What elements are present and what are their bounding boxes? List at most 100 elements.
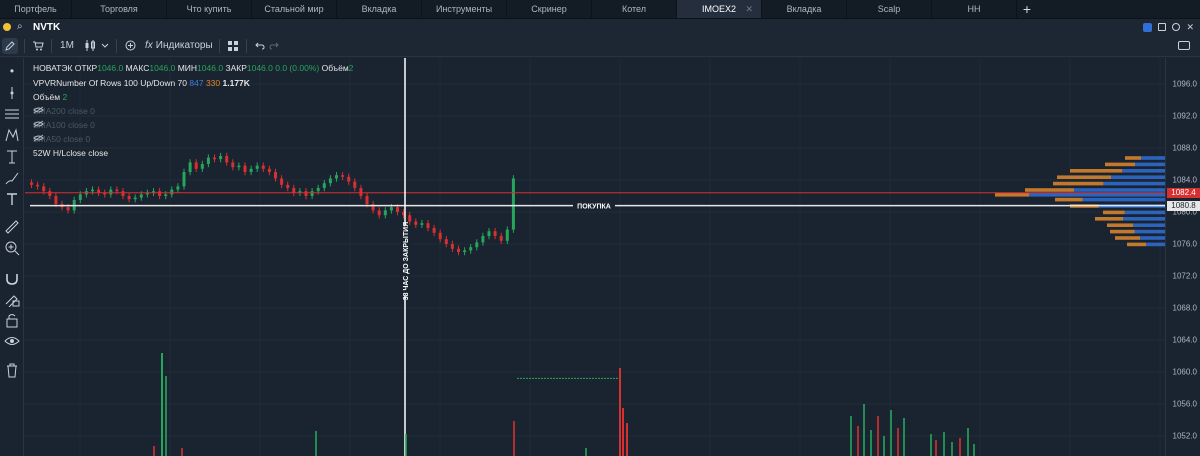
candle-body xyxy=(249,168,253,172)
candle-body xyxy=(42,186,46,192)
ema50-legend[interactable]: EMA50 close 0 xyxy=(33,134,94,144)
time-marker-label: 38 ЧАС ДО ЗАКРЫТИЯ xyxy=(403,222,410,300)
candle-body xyxy=(237,165,241,168)
settings-icon[interactable] xyxy=(1172,23,1181,31)
volume-profile-down-bar xyxy=(1110,229,1135,234)
candle-body xyxy=(414,221,418,225)
candle-body xyxy=(432,228,436,233)
volume-profile-down-bar xyxy=(1070,169,1123,173)
volume-profile-up-bar xyxy=(1122,169,1165,173)
volume-bar xyxy=(959,438,961,456)
trash-icon[interactable] xyxy=(4,362,20,378)
toolbar-divider xyxy=(245,38,247,53)
chevron-down-icon[interactable] xyxy=(100,37,110,55)
pencil-icon[interactable] xyxy=(2,37,18,54)
magnet-icon[interactable] xyxy=(4,270,20,286)
volume-bar xyxy=(857,426,859,456)
hl-legend[interactable]: 52W H/Lclose close xyxy=(33,148,108,158)
tab-bar: Портфель Торговля Что купить Стальной мир Вк… xyxy=(0,0,1200,19)
volume-value: 2 xyxy=(348,63,354,73)
ema100-legend[interactable]: EMA100 close 0 xyxy=(33,120,99,130)
cart-icon[interactable] xyxy=(31,37,45,55)
text-cursor-icon[interactable] xyxy=(4,149,20,165)
close-tab-icon[interactable]: ✕ xyxy=(745,3,753,14)
candle-body xyxy=(139,194,143,198)
tab-5[interactable]: Инструменты xyxy=(422,0,507,18)
status-dot-icon xyxy=(3,23,11,31)
vpvr-legend[interactable]: VPVRNumber Of Rows 100 Up/Down 70 847 33… xyxy=(33,78,250,88)
candle-body xyxy=(457,248,460,252)
fx-icon: fx xyxy=(145,40,153,51)
close-icon[interactable]: ✕ xyxy=(1186,22,1194,32)
tab-label: Торговля xyxy=(100,4,138,14)
volume-indicator-value: 2 xyxy=(62,92,68,102)
candle-body xyxy=(511,178,515,230)
volume-legend[interactable]: Объём 2 xyxy=(33,92,67,102)
candle-body xyxy=(66,207,70,211)
trend-line-icon[interactable] xyxy=(4,85,20,101)
price-chart[interactable]: ПОКУПКА 38 ЧАС ДО ЗАКРЫТИЯ НОВАТЭК ОТКР10… xyxy=(25,58,1165,456)
candle-body xyxy=(109,189,113,195)
tab-7[interactable]: Котел xyxy=(592,0,677,18)
volume-bar xyxy=(585,448,587,456)
indicators-button[interactable]: fx Индикаторы xyxy=(145,37,213,55)
vpvr-total-value: 1.177K xyxy=(222,78,250,88)
chart-canvas[interactable]: ПОКУПКА 38 ЧАС ДО ЗАКРЫТИЯ xyxy=(25,58,1165,456)
tab-9[interactable]: Вкладка xyxy=(762,0,847,18)
tab-label: Стальной мир xyxy=(264,4,324,14)
volume-profile-up-bar xyxy=(1111,175,1165,179)
buy-line-label: ПОКУПКА xyxy=(577,204,611,211)
candle-body xyxy=(335,175,338,179)
timeframe-button[interactable]: 1M xyxy=(60,40,74,51)
tab-2[interactable]: Что купить xyxy=(167,0,252,18)
layout-grid-icon[interactable] xyxy=(226,37,240,55)
add-circle-icon[interactable] xyxy=(123,37,137,55)
brush-icon[interactable] xyxy=(4,170,20,186)
tab-6[interactable]: Скринер xyxy=(507,0,592,18)
candle-body xyxy=(225,156,229,163)
lock-drawings-icon[interactable] xyxy=(4,291,20,308)
tab-8[interactable]: IMOEX2 ✕ xyxy=(677,0,762,18)
undo-icon[interactable] xyxy=(253,37,267,55)
maximize-icon[interactable] xyxy=(1158,23,1167,31)
candle-body xyxy=(243,165,247,172)
horizontal-lines-icon[interactable] xyxy=(4,106,20,122)
tab-11[interactable]: НН xyxy=(932,0,1017,18)
eye-icon[interactable] xyxy=(4,333,20,349)
indicators-label: Индикаторы xyxy=(155,40,213,51)
redo-icon[interactable] xyxy=(267,37,281,55)
ema200-legend[interactable]: EMA200 close 0 xyxy=(33,106,99,116)
tab-10[interactable]: Scalp xyxy=(847,0,932,18)
tab-1[interactable]: Торговля xyxy=(72,0,167,18)
search-icon[interactable]: ⌕ xyxy=(17,21,23,32)
tab-3[interactable]: Стальной мир xyxy=(252,0,337,18)
tab-label: IMOEX2 xyxy=(701,4,736,14)
tab-4[interactable]: Вкладка xyxy=(337,0,422,18)
crosshair-dot-icon[interactable]: • xyxy=(9,64,15,78)
ema200-label: EMA200 close 0 xyxy=(33,106,95,116)
candles-icon[interactable] xyxy=(82,37,98,55)
price-axis[interactable]: 1096.0 1092.0 1088.0 1084.0 1080.0 1076.0 1072… xyxy=(1165,58,1200,456)
lock-icon[interactable] xyxy=(4,312,20,328)
camera-icon[interactable] xyxy=(1178,41,1190,50)
pattern-icon[interactable] xyxy=(4,127,20,143)
candle-body xyxy=(402,212,406,216)
zoom-in-icon[interactable] xyxy=(4,240,20,256)
link-icon[interactable] xyxy=(1143,22,1153,32)
volume-bar xyxy=(930,434,932,456)
candle-body xyxy=(493,231,497,236)
ticker-input[interactable]: NVTK xyxy=(33,21,61,33)
vpvr-down-value: 330 xyxy=(205,78,221,88)
volume-profile-up-bar xyxy=(1124,210,1165,215)
candle-body xyxy=(322,183,326,188)
volume-bar xyxy=(513,421,515,456)
volume-profile-down-bar xyxy=(1115,236,1140,240)
price-tick: 1052.0 xyxy=(1172,431,1197,441)
candle-body xyxy=(389,207,393,211)
add-tab-button[interactable]: + xyxy=(1022,1,1032,17)
ruler-icon[interactable] xyxy=(4,219,20,235)
drawing-tools-panel: • xyxy=(0,58,24,456)
price-tick: 1064.0 xyxy=(1172,335,1197,345)
tab-0[interactable]: Портфель xyxy=(0,0,72,18)
text-icon[interactable] xyxy=(4,191,20,207)
